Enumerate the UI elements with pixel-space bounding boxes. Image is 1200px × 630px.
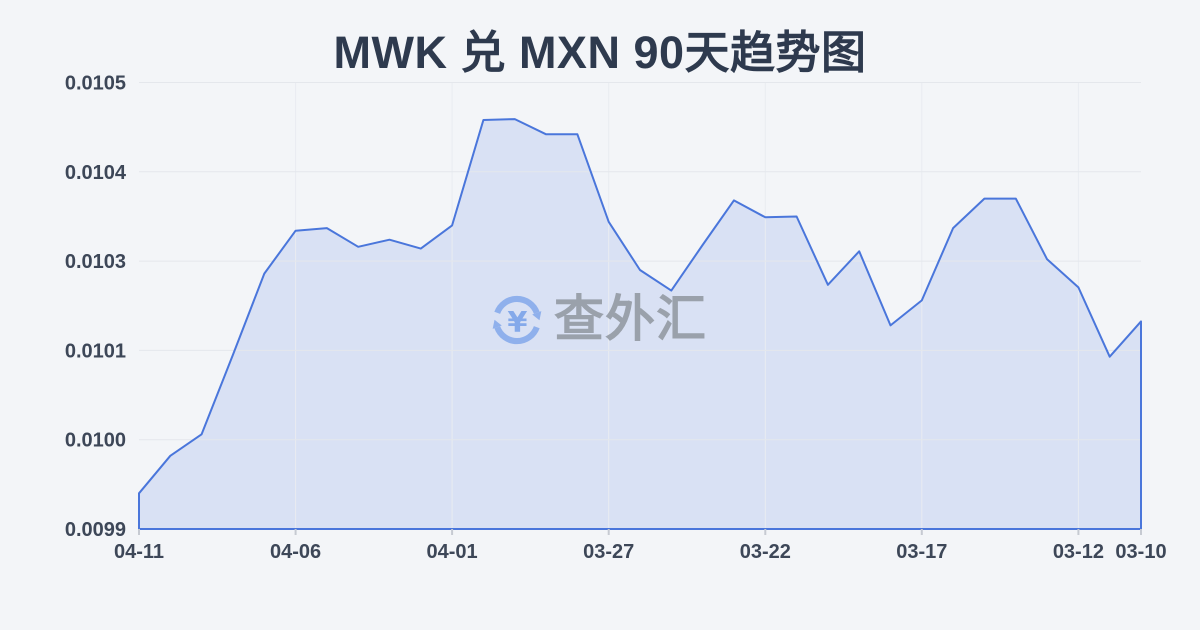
x-axis-label: 03-17 [896,541,947,563]
trend-line [138,118,1142,530]
y-axis-label: 0.0099 [65,519,126,541]
y-axis-label: 0.0104 [65,162,127,184]
y-axis-label: 0.0100 [65,430,126,452]
y-axis-label: 0.0105 [65,73,126,95]
x-axis-label: 03-12 [1053,541,1104,563]
x-axis-label: 04-11 [114,541,164,563]
x-axis-label: 03-10 [1115,541,1166,563]
x-axis-label: 03-22 [740,541,791,563]
chart-title: MWK 兑 MXN 90天趋势图 [333,27,867,78]
x-axis-label: 04-06 [270,541,321,563]
x-axis-label: 03-27 [583,541,634,563]
y-axis-label: 0.0103 [65,251,126,273]
x-axis-label: 04-01 [427,541,478,563]
area-fill [139,119,1141,529]
y-axis-label: 0.0101 [65,340,126,362]
